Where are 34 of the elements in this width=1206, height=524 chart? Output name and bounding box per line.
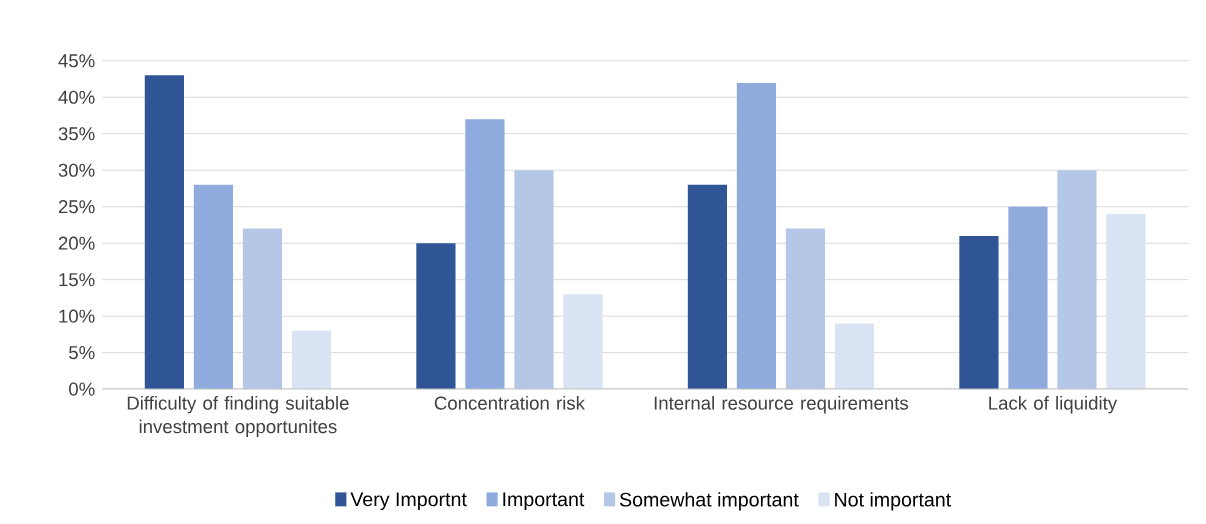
- legend-label: Very Importnt: [350, 492, 467, 510]
- bar: [687, 184, 728, 389]
- x-tick-label: Concentration risk: [434, 395, 585, 410]
- bar: [144, 75, 184, 389]
- bar: [242, 228, 283, 389]
- bar: [514, 170, 554, 389]
- bar: [291, 330, 332, 389]
- y-tick-label: 10%: [59, 309, 95, 323]
- bar: [959, 235, 999, 389]
- bar: [785, 228, 826, 389]
- y-tick-label: 40%: [58, 90, 95, 104]
- bar: [736, 82, 777, 389]
- y-tick-label: 45%: [58, 54, 95, 68]
- bar: [1057, 170, 1097, 389]
- legend-label: Important: [503, 492, 585, 510]
- y-tick-label: 35%: [58, 126, 95, 141]
- legend-label: Somewhat important: [619, 492, 799, 511]
- x-tick-label: Lack of liquidity: [989, 395, 1118, 414]
- bar: [1106, 213, 1146, 389]
- y-tick-label: 15%: [59, 272, 95, 287]
- bar: [834, 323, 875, 389]
- x-tick-label: Difficulty of finding suitable investment opportunites: [127, 395, 349, 437]
- bar: [465, 118, 505, 389]
- bar: [563, 294, 603, 389]
- y-tick-label: 25%: [58, 199, 95, 214]
- x-tick-label: Internal resource requirements: [654, 395, 909, 414]
- y-tick-label: 5%: [69, 345, 95, 360]
- legend-label: Not important: [835, 492, 952, 511]
- bar: [416, 243, 456, 389]
- y-tick-label: 0%: [69, 382, 95, 396]
- y-tick-label: 30%: [58, 163, 95, 177]
- bar: [193, 184, 234, 389]
- bar: [1008, 206, 1048, 389]
- y-tick-label: 20%: [58, 236, 95, 250]
